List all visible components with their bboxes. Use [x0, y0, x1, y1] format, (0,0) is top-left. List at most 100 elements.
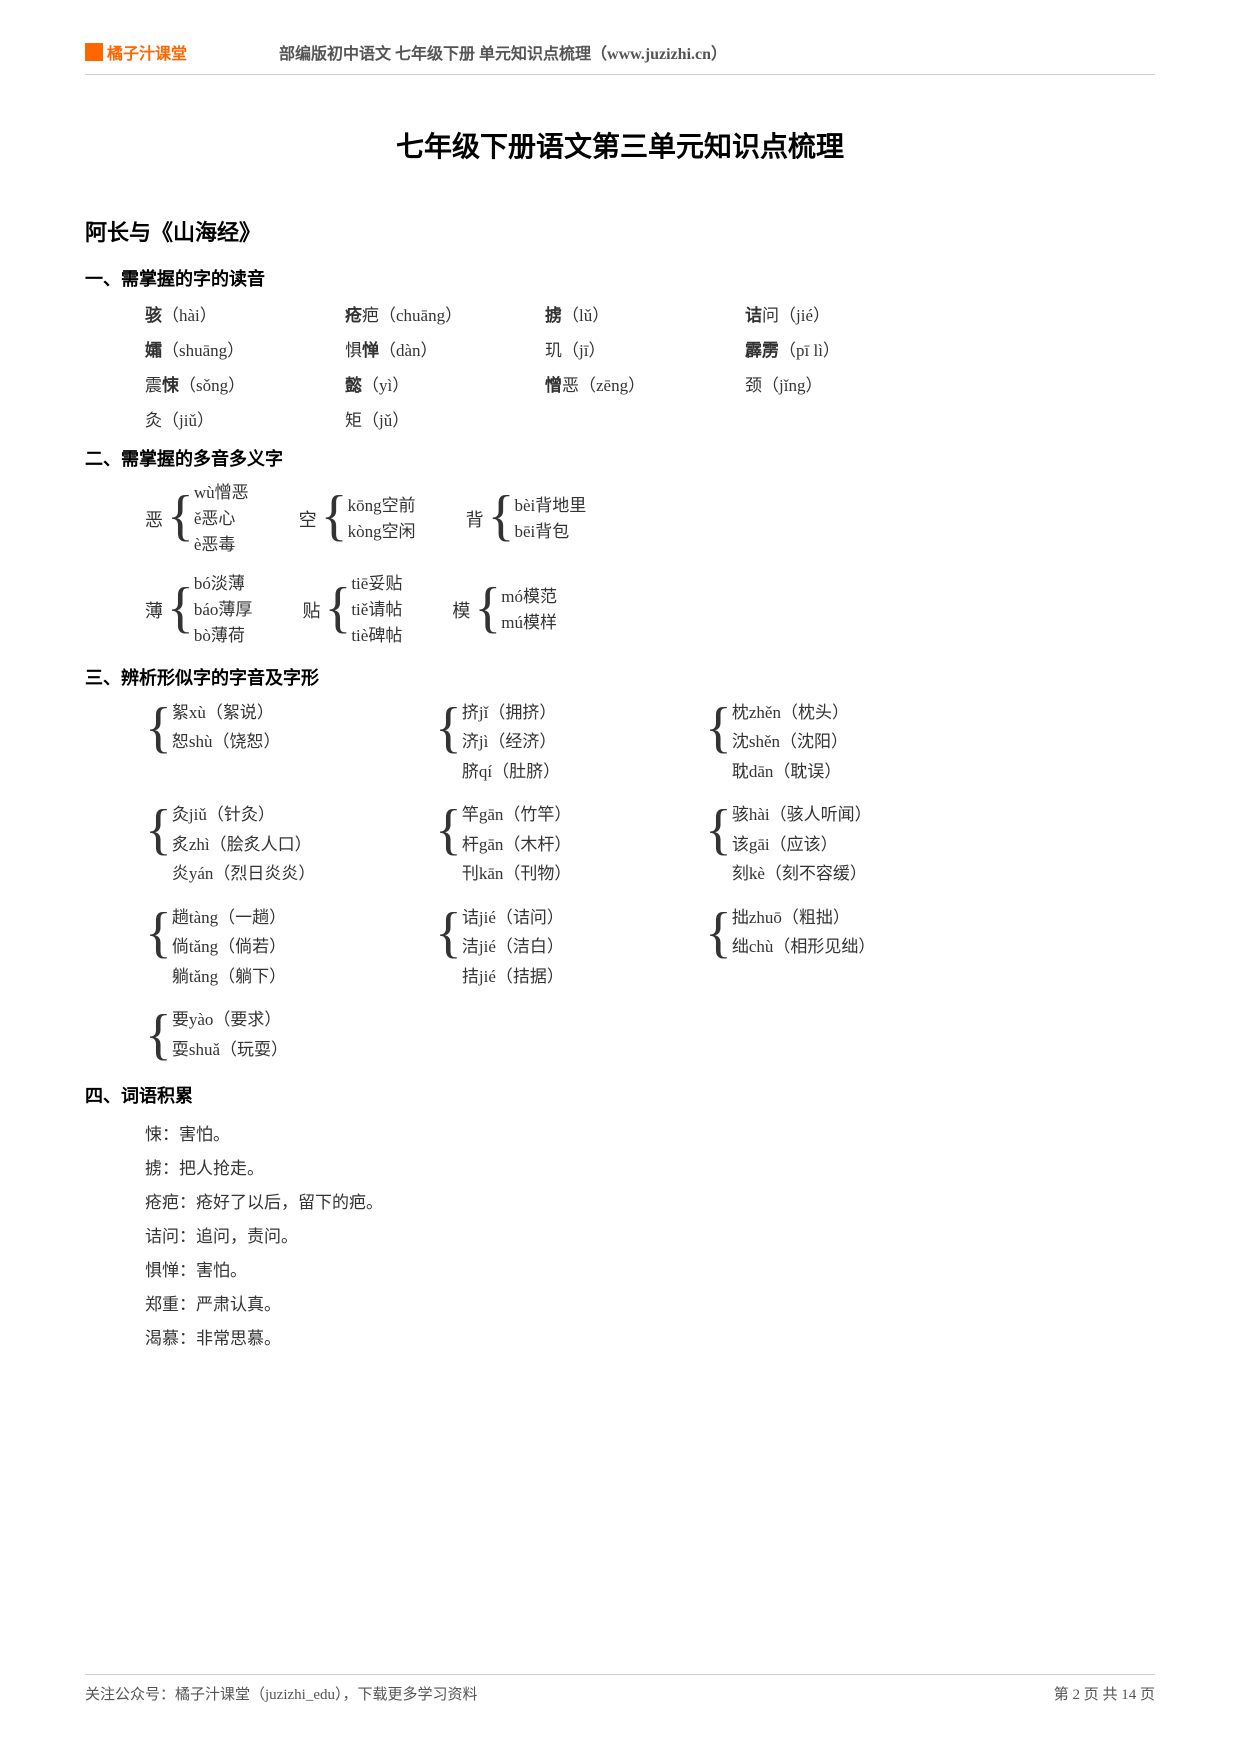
brace-icon: {: [488, 494, 515, 539]
reading-item: 孀（shuāng）: [145, 336, 345, 361]
shape-item: 躺tǎng（躺下）: [172, 964, 286, 990]
shape-group: {絮xù（絮说）恕shù（饶恕）: [145, 700, 425, 785]
poly-reading: mó模范: [501, 585, 557, 609]
reading-item: 憎恶（zēng）: [545, 371, 745, 396]
shape-container: {絮xù（絮说）恕shù（饶恕）{挤jǐ（拥挤）济jì（经济）脐qí（肚脐）{枕…: [145, 700, 1155, 1063]
shape-list: 灸jiǔ（针灸）炙zhì（脍炙人口）炎yán（烈日炎炎）: [172, 802, 316, 887]
shape-item: 刻kè（刻不容缓）: [732, 861, 872, 887]
reading-item: 掳（lǔ）: [545, 301, 745, 326]
shape-item: 沈shěn（沈阳）: [732, 729, 849, 755]
shape-list: 竿gān（竹竿） 杆gān（木杆） 刊kān（刊物）: [462, 802, 572, 887]
shape-item: 绌chù（相形见绌）: [732, 934, 876, 960]
shape-list: 趟tàng（一趟） 倘tǎng（倘若） 躺tǎng（躺下）: [172, 905, 286, 990]
shape-item: 脐qí（肚脐）: [462, 759, 560, 785]
brace-icon: {: [705, 808, 732, 853]
poly-list: mó模范mú模样: [501, 585, 557, 635]
shape-group: {枕zhěn（枕头） 沈shěn（沈阳） 耽dān（耽误）: [705, 700, 965, 785]
brace-icon: {: [474, 586, 501, 631]
logo: 橘子汁课堂: [85, 40, 187, 64]
poly-list: kōng空前kòng空闲: [348, 494, 416, 544]
poly-row-2: 薄{bó淡薄báo薄厚bò薄荷贴{tiē妥贴tiě请帖tiè碑帖模{mó模范mú…: [145, 572, 1155, 647]
poly-reading: tiě请帖: [351, 598, 402, 622]
poly-item: 背{bèi背地里bēi背包: [466, 494, 587, 544]
brace-icon: {: [435, 808, 462, 853]
shape-item: 骇hài（骇人听闻）: [732, 802, 872, 828]
brace-icon: {: [145, 706, 172, 751]
poly-reading: tiē妥贴: [351, 572, 402, 596]
page-footer: 关注公众号：橘子汁课堂（juzizhi_edu），下载更多学习资料 第 2 页 …: [85, 1674, 1155, 1704]
shape-item: 炙zhì（脍炙人口）: [172, 832, 316, 858]
poly-item: 恶{wù憎恶ě恶心è恶毒: [145, 481, 249, 556]
shape-item: 拙zhuō（粗拙）: [732, 905, 876, 931]
brace-icon: {: [145, 911, 172, 956]
reading-item: [745, 406, 945, 431]
shape-item: 耽dān（耽误）: [732, 759, 849, 785]
brace-icon: {: [167, 494, 194, 539]
shape-item: 趟tàng（一趟）: [172, 905, 286, 931]
brace-icon: {: [324, 586, 351, 631]
shape-list: 挤jǐ（拥挤）济jì（经济）脐qí（肚脐）: [462, 700, 560, 785]
shape-item: 该gāi（应该）: [732, 832, 872, 858]
shape-item: 刊kān（刊物）: [462, 861, 572, 887]
shape-item: 济jì（经济）: [462, 729, 560, 755]
poly-reading: ě恶心: [194, 507, 249, 531]
footer-right: 第 2 页 共 14 页: [1054, 1683, 1155, 1704]
poly-item: 模{mó模范mú模样: [452, 585, 557, 635]
shape-item: 杆gān（木杆）: [462, 832, 572, 858]
reading-item: 诘问（jié）: [745, 301, 945, 326]
shape-item: 竿gān（竹竿）: [462, 802, 572, 828]
shape-group: {竿gān（竹竿） 杆gān（木杆） 刊kān（刊物）: [435, 802, 695, 887]
poly-reading: bèi背地里: [514, 494, 586, 518]
reading-item: 颈（jǐng）: [745, 371, 945, 396]
section1-heading: 一、需掌握的字的读音: [85, 265, 1155, 291]
shape-item: 诘jié（诘问）: [462, 905, 564, 931]
shape-item: 絮xù（絮说）: [172, 700, 281, 726]
shape-group: {挤jǐ（拥挤）济jì（经济）脐qí（肚脐）: [435, 700, 695, 785]
shape-item: 倘tǎng（倘若）: [172, 934, 286, 960]
poly-reading: wù憎恶: [194, 481, 249, 505]
shape-list: 拙zhuō（粗拙） 绌chù（相形见绌）: [732, 905, 876, 960]
shape-list: 诘jié（诘问）洁jié（洁白）拮jié（拮据）: [462, 905, 564, 990]
poly-reading: tiè碑帖: [351, 624, 402, 648]
reading-item: [545, 406, 745, 431]
brace-icon: {: [321, 494, 348, 539]
brace-icon: {: [435, 706, 462, 751]
poly-char: 贴: [302, 597, 320, 623]
logo-icon: [85, 43, 103, 61]
shape-item: 枕zhěn（枕头）: [732, 700, 849, 726]
poly-item: 薄{bó淡薄báo薄厚bò薄荷: [145, 572, 252, 647]
poly-list: bèi背地里bēi背包: [514, 494, 586, 544]
shape-item: 灸jiǔ（针灸）: [172, 802, 316, 828]
poly-char: 薄: [145, 597, 163, 623]
section2-heading: 二、需掌握的多音多义字: [85, 445, 1155, 471]
poly-reading: kòng空闲: [348, 520, 416, 544]
shape-list: 枕zhěn（枕头） 沈shěn（沈阳） 耽dān（耽误）: [732, 700, 849, 785]
shape-group: {诘jié（诘问）洁jié（洁白）拮jié（拮据）: [435, 905, 695, 990]
brace-icon: {: [145, 1013, 172, 1058]
main-title: 七年级下册语文第三单元知识点梳理: [85, 125, 1155, 165]
brace-icon: {: [167, 586, 194, 631]
reading-item: 玑（jī）: [545, 336, 745, 361]
poly-reading: mú模样: [501, 611, 557, 635]
vocab-item: 惧惮：害怕。: [145, 1254, 1155, 1288]
poly-reading: bò薄荷: [194, 624, 253, 648]
vocab-item: 掳：把人抢走。: [145, 1152, 1155, 1186]
shape-group: {拙zhuō（粗拙） 绌chù（相形见绌）: [705, 905, 965, 990]
reading-item: 矩（jǔ）: [345, 406, 545, 431]
shape-group: {要yào（要求）耍shuǎ（玩耍）: [145, 1007, 425, 1062]
poly-reading: è恶毒: [194, 533, 249, 557]
poly-char: 空: [299, 506, 317, 532]
reading-item: 懿（yì）: [345, 371, 545, 396]
brace-icon: {: [435, 911, 462, 956]
poly-row-1: 恶{wù憎恶ě恶心è恶毒空{kōng空前kòng空闲背{bèi背地里bēi背包: [145, 481, 1155, 556]
poly-list: tiē妥贴tiě请帖tiè碑帖: [351, 572, 402, 647]
brace-icon: {: [705, 911, 732, 956]
header-subtitle: 部编版初中语文 七年级下册 单元知识点梳理（www.juzizhi.cn）: [279, 40, 727, 64]
section4-heading: 四、词语积累: [85, 1082, 1155, 1108]
shape-group: {灸jiǔ（针灸）炙zhì（脍炙人口）炎yán（烈日炎炎）: [145, 802, 425, 887]
poly-item: 空{kōng空前kòng空闲: [299, 494, 416, 544]
reading-item: 霹雳（pī lì）: [745, 336, 945, 361]
readings-grid: 骇（hài）疮疤（chuāng）掳（lǔ）诘问（jié）孀（shuāng）惧惮（…: [145, 301, 1155, 431]
poly-list: bó淡薄báo薄厚bò薄荷: [194, 572, 253, 647]
brace-icon: {: [705, 706, 732, 751]
